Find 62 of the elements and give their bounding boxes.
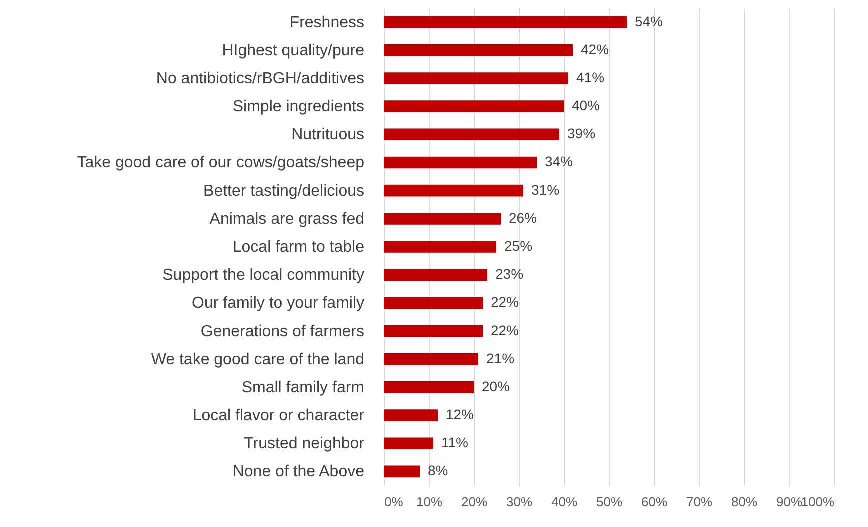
data-label: 42% xyxy=(581,41,610,58)
bar xyxy=(384,438,434,450)
bar xyxy=(384,241,496,253)
y-tick-label: Simple ingredients xyxy=(232,98,364,116)
bar xyxy=(384,128,560,141)
y-tick-label: Our family to your family xyxy=(192,295,364,312)
y-tick-label: Local flavor or character xyxy=(192,408,366,425)
data-label: 39% xyxy=(568,126,596,142)
y-tick-label: Animals are grass fed xyxy=(210,210,364,228)
y-tick-label: No antibiotics/rBGH/additives xyxy=(156,70,364,88)
x-tick-label: 70% xyxy=(686,494,713,510)
data-label: 21% xyxy=(486,350,515,366)
data-label: 31% xyxy=(532,182,560,198)
bar xyxy=(384,410,438,422)
y-tick-label: None of the Above xyxy=(232,464,365,481)
bar xyxy=(384,156,537,169)
data-label: 40% xyxy=(572,98,600,114)
data-label: 26% xyxy=(509,210,538,226)
data-label: 25% xyxy=(504,238,533,254)
bar xyxy=(384,269,488,281)
y-tick-label: Support the local community xyxy=(162,267,364,284)
bar xyxy=(384,184,524,197)
x-tick-label: 40% xyxy=(551,494,578,510)
x-tick-label: 60% xyxy=(641,494,668,510)
x-tick-label: 0% xyxy=(384,494,404,510)
x-tick-label: 10% xyxy=(416,494,443,510)
y-tick-label: Freshness xyxy=(290,14,364,32)
bar xyxy=(384,325,483,338)
data-label: 22% xyxy=(491,294,520,310)
y-tick-label: Small family farm xyxy=(242,379,364,396)
data-label: 23% xyxy=(496,266,524,282)
data-label: 8% xyxy=(428,462,448,479)
y-tick-label: Take good care of our cows/goats/sheep xyxy=(77,154,365,172)
y-tick-label: Nutrituous xyxy=(292,126,364,144)
bar xyxy=(384,72,568,84)
data-label: 11% xyxy=(442,434,468,451)
data-label: 54% xyxy=(635,13,664,30)
bar xyxy=(384,16,627,28)
data-label: 41% xyxy=(576,69,605,86)
y-tick-label: HIghest quality/pure xyxy=(222,42,365,60)
data-label: 12% xyxy=(446,406,474,423)
y-tick-label: Better tasting/delicious xyxy=(204,182,364,200)
y-tick-label: We take good care of the land xyxy=(151,351,364,368)
bar xyxy=(384,466,420,478)
y-tick-label: Local farm to table xyxy=(232,239,365,256)
x-tick-label: 50% xyxy=(596,494,623,510)
bar xyxy=(384,100,564,112)
data-label: 34% xyxy=(545,154,574,170)
x-tick-label: 30% xyxy=(506,494,533,510)
data-label: 20% xyxy=(482,378,510,394)
y-tick-label: Trusted neighbor xyxy=(244,436,366,453)
bar xyxy=(384,297,483,310)
x-tick-label: 90% xyxy=(776,494,803,510)
bar xyxy=(384,353,478,366)
x-tick-label: 20% xyxy=(461,494,488,510)
x-tick-label: 100% xyxy=(801,494,835,510)
bar xyxy=(384,44,573,56)
data-label: 22% xyxy=(491,322,520,338)
bar xyxy=(384,213,501,225)
y-tick-label: Generations of farmers xyxy=(200,323,364,340)
x-tick-label: 80% xyxy=(731,494,758,510)
bar xyxy=(384,382,474,394)
